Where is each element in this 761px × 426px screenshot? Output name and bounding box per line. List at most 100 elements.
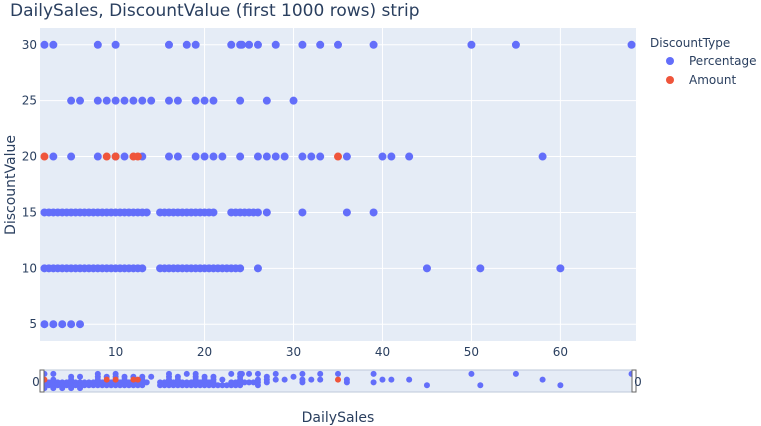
y-tick-label: 30 xyxy=(22,38,37,52)
point-percentage[interactable] xyxy=(342,208,351,217)
point-percentage[interactable] xyxy=(191,152,200,161)
point-amount[interactable] xyxy=(102,152,111,161)
point-percentage[interactable] xyxy=(40,40,49,49)
range-slider-handle-left[interactable] xyxy=(39,369,45,393)
point-percentage[interactable] xyxy=(298,40,307,49)
point-percentage[interactable] xyxy=(67,320,76,329)
point-percentage[interactable] xyxy=(227,40,236,49)
point-percentage[interactable] xyxy=(76,320,85,329)
point-percentage[interactable] xyxy=(627,40,636,49)
point-percentage[interactable] xyxy=(422,264,431,273)
range-slider-point xyxy=(130,382,137,389)
point-percentage[interactable] xyxy=(262,152,271,161)
point-percentage[interactable] xyxy=(93,96,102,105)
point-percentage[interactable] xyxy=(182,40,191,49)
point-percentage[interactable] xyxy=(209,96,218,105)
point-percentage[interactable] xyxy=(378,152,387,161)
point-percentage[interactable] xyxy=(262,96,271,105)
point-percentage[interactable] xyxy=(200,152,209,161)
point-percentage[interactable] xyxy=(209,208,218,217)
point-percentage[interactable] xyxy=(67,96,76,105)
point-percentage[interactable] xyxy=(67,152,76,161)
point-percentage[interactable] xyxy=(164,40,173,49)
point-percentage[interactable] xyxy=(164,96,173,105)
range-slider-point xyxy=(219,382,226,389)
point-percentage[interactable] xyxy=(253,208,262,217)
point-percentage[interactable] xyxy=(405,152,414,161)
legend-item-percentage[interactable]: Percentage xyxy=(666,54,757,68)
point-percentage[interactable] xyxy=(218,152,227,161)
point-percentage[interactable] xyxy=(111,96,120,105)
range-slider-point xyxy=(90,382,97,389)
range-slider-point xyxy=(219,376,226,383)
point-amount[interactable] xyxy=(111,152,120,161)
point-percentage[interactable] xyxy=(253,152,262,161)
point-percentage[interactable] xyxy=(209,152,218,161)
point-percentage[interactable] xyxy=(262,208,271,217)
point-amount[interactable] xyxy=(40,152,49,161)
point-percentage[interactable] xyxy=(253,264,262,273)
point-amount[interactable] xyxy=(334,152,342,161)
point-percentage[interactable] xyxy=(76,96,85,105)
point-percentage[interactable] xyxy=(102,96,111,105)
range-slider[interactable]: 0 0 xyxy=(32,369,642,393)
point-percentage[interactable] xyxy=(40,320,49,329)
point-percentage[interactable] xyxy=(93,40,102,49)
point-percentage[interactable] xyxy=(111,40,120,49)
point-percentage[interactable] xyxy=(49,152,58,161)
point-percentage[interactable] xyxy=(236,152,245,161)
point-percentage[interactable] xyxy=(142,208,151,217)
point-percentage[interactable] xyxy=(289,96,298,105)
legend-marker-percentage xyxy=(666,57,674,65)
point-percentage[interactable] xyxy=(316,40,325,49)
point-percentage[interactable] xyxy=(334,40,342,49)
point-percentage[interactable] xyxy=(120,152,129,161)
point-percentage[interactable] xyxy=(129,96,138,105)
point-percentage[interactable] xyxy=(173,96,182,105)
legend-item-amount[interactable]: Amount xyxy=(666,73,736,87)
point-percentage[interactable] xyxy=(138,96,147,105)
range-slider-point xyxy=(254,370,261,377)
range-slider-handle-right[interactable] xyxy=(631,369,637,393)
range-slider-point xyxy=(468,370,475,377)
point-percentage[interactable] xyxy=(138,264,147,273)
range-slider-point xyxy=(108,382,115,389)
point-percentage[interactable] xyxy=(538,152,547,161)
range-slider-point xyxy=(85,382,92,389)
data-points[interactable] xyxy=(40,40,636,329)
point-percentage[interactable] xyxy=(342,152,351,161)
point-amount[interactable] xyxy=(133,152,142,161)
point-percentage[interactable] xyxy=(476,264,485,273)
point-percentage[interactable] xyxy=(467,40,476,49)
point-percentage[interactable] xyxy=(298,208,307,217)
point-percentage[interactable] xyxy=(280,152,289,161)
point-percentage[interactable] xyxy=(200,96,209,105)
point-percentage[interactable] xyxy=(236,264,245,273)
point-percentage[interactable] xyxy=(164,152,173,161)
point-percentage[interactable] xyxy=(271,152,280,161)
point-percentage[interactable] xyxy=(369,208,378,217)
point-percentage[interactable] xyxy=(173,152,182,161)
point-percentage[interactable] xyxy=(271,40,280,49)
point-percentage[interactable] xyxy=(511,40,520,49)
point-percentage[interactable] xyxy=(369,40,378,49)
point-percentage[interactable] xyxy=(237,40,246,49)
point-percentage[interactable] xyxy=(120,96,129,105)
point-percentage[interactable] xyxy=(307,152,316,161)
point-percentage[interactable] xyxy=(245,40,254,49)
point-percentage[interactable] xyxy=(298,152,307,161)
point-percentage[interactable] xyxy=(556,264,565,273)
point-percentage[interactable] xyxy=(93,152,102,161)
point-percentage[interactable] xyxy=(147,96,156,105)
range-slider-point xyxy=(343,379,350,386)
point-percentage[interactable] xyxy=(58,320,67,329)
point-percentage[interactable] xyxy=(49,320,58,329)
chart-title: DailySales, DiscountValue (first 1000 ro… xyxy=(10,1,420,21)
point-percentage[interactable] xyxy=(49,40,58,49)
point-percentage[interactable] xyxy=(387,152,396,161)
point-percentage[interactable] xyxy=(316,152,325,161)
point-percentage[interactable] xyxy=(191,96,200,105)
point-percentage[interactable] xyxy=(253,40,262,49)
point-percentage[interactable] xyxy=(236,96,245,105)
point-percentage[interactable] xyxy=(191,40,200,49)
